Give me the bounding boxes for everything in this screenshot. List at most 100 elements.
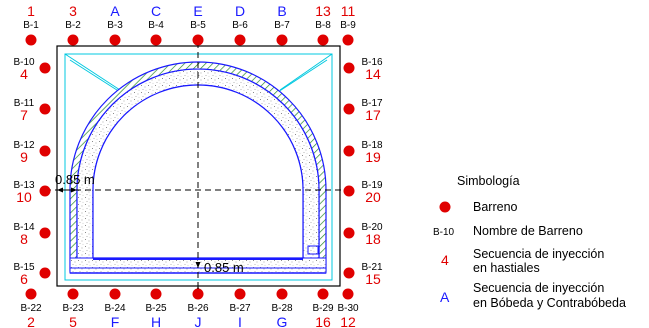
borehole-marker (343, 185, 355, 197)
hole-seq-label: 19 (365, 149, 381, 165)
hole-name-label: B-30 (337, 303, 359, 314)
hole-name-label: B-29 (312, 303, 334, 314)
borehole-marker (276, 34, 288, 46)
hole-seq-label: G (277, 314, 288, 328)
hole-seq-label: 8 (20, 231, 28, 247)
borehole-marker (150, 288, 162, 300)
borehole-marker (317, 288, 329, 300)
hole-seq-label: 12 (340, 314, 356, 328)
hole-seq-label: 15 (365, 271, 381, 287)
dimension-horizontal-label: 0.85 m (55, 172, 95, 187)
borehole-marker (192, 288, 204, 300)
borehole-marker (39, 185, 51, 197)
hole-name-label: B-26 (187, 303, 209, 314)
hole-name-label: B-19 (361, 180, 383, 191)
hole-name-label: B-21 (361, 262, 383, 273)
hole-name-label: B-27 (229, 303, 251, 314)
borehole-marker (25, 288, 37, 300)
hole-name-label: B-5 (190, 20, 206, 31)
hole-seq-label: 10 (16, 189, 32, 205)
hole-name-label: B-2 (65, 20, 81, 31)
legend-title: Simbología (457, 174, 520, 188)
hole-seq-label: 18 (365, 231, 381, 247)
hole-name-label: B-7 (274, 20, 290, 31)
hole-seq-label: E (193, 3, 202, 19)
hole-seq-label: I (238, 314, 242, 328)
borehole-marker (67, 34, 79, 46)
hole-name-label: B-25 (145, 303, 167, 314)
hole-name-label: B-8 (315, 20, 331, 31)
drain-detail (307, 245, 319, 255)
hole-seq-label: 1 (27, 3, 35, 19)
borehole-marker (342, 288, 354, 300)
borehole-marker (343, 145, 355, 157)
legend-boveda-line2: en Bóbeda y Contrabóbeda (473, 296, 626, 310)
hole-name-label: B-23 (62, 303, 84, 314)
hole-name-label: B-3 (107, 20, 123, 31)
hole-seq-label: 2 (27, 314, 35, 328)
borehole-marker (234, 34, 246, 46)
hole-name-label: B-16 (361, 57, 383, 68)
legend-nombre-example: B-10 (433, 227, 455, 238)
hole-name-label: B-17 (361, 98, 383, 109)
hole-seq-label: 13 (315, 3, 331, 19)
borehole-marker (109, 288, 121, 300)
borehole-marker (192, 34, 204, 46)
borehole-marker (39, 145, 51, 157)
dimension-vertical-label: 0.85 m (204, 260, 244, 275)
legend-barreno-symbol (439, 201, 451, 213)
hole-seq-label: 3 (69, 3, 77, 19)
hole-name-label: B-28 (271, 303, 293, 314)
borehole-marker (343, 227, 355, 239)
borehole-marker (343, 103, 355, 115)
legend-hastiales-line2: en hastiales (473, 261, 540, 275)
hole-seq-label: 14 (365, 66, 381, 82)
hole-name-label: B-13 (13, 180, 35, 191)
hole-seq-label: 17 (365, 107, 381, 123)
legend-boveda-line1: Secuencia de inyección (473, 281, 604, 295)
hole-name-label: B-9 (340, 20, 356, 31)
hole-seq-label: F (111, 314, 120, 328)
hole-seq-label: 9 (20, 149, 28, 165)
hole-name-label: B-11 (14, 98, 35, 109)
hole-name-label: B-6 (232, 20, 248, 31)
inner-section (92, 84, 304, 259)
hole-seq-label: 11 (341, 3, 356, 19)
borehole-marker (317, 34, 329, 46)
hole-name-label: B-14 (13, 222, 35, 233)
borehole-marker (342, 34, 354, 46)
hole-seq-label: D (235, 3, 245, 19)
borehole-marker (39, 267, 51, 279)
hole-seq-label: 20 (365, 189, 381, 205)
legend-barreno-label: Barreno (473, 200, 518, 214)
borehole-marker (343, 62, 355, 74)
hole-name-label: B-15 (13, 262, 35, 273)
hole-seq-label: A (110, 3, 120, 19)
legend-nombre-label: Nombre de Barreno (473, 224, 583, 238)
borehole-marker (39, 227, 51, 239)
hole-name-label: B-18 (361, 140, 383, 151)
borehole-marker (25, 34, 37, 46)
hole-name-label: B-24 (104, 303, 126, 314)
dimension-horizontal (57, 187, 77, 193)
legend-boveda-example: A (440, 289, 450, 305)
hole-seq-label: 7 (20, 107, 28, 123)
hole-seq-label: 16 (315, 314, 331, 328)
hole-name-label: B-20 (361, 222, 383, 233)
legend-hastiales-line1: Secuencia de inyección (473, 247, 604, 261)
hole-name-label: B-1 (23, 20, 39, 31)
legend-hastiales-example: 4 (441, 252, 449, 268)
hole-seq-label: 5 (69, 314, 77, 328)
borehole-marker (150, 34, 162, 46)
borehole-marker (67, 288, 79, 300)
hole-seq-label: B (277, 3, 286, 19)
borehole-marker (109, 34, 121, 46)
borehole-marker (343, 267, 355, 279)
hole-name-label: B-12 (13, 140, 35, 151)
borehole-marker (234, 288, 246, 300)
hole-seq-label: J (195, 314, 202, 328)
borehole-marker (39, 103, 51, 115)
hole-seq-label: C (151, 3, 161, 19)
hole-name-label: B-10 (13, 57, 35, 68)
